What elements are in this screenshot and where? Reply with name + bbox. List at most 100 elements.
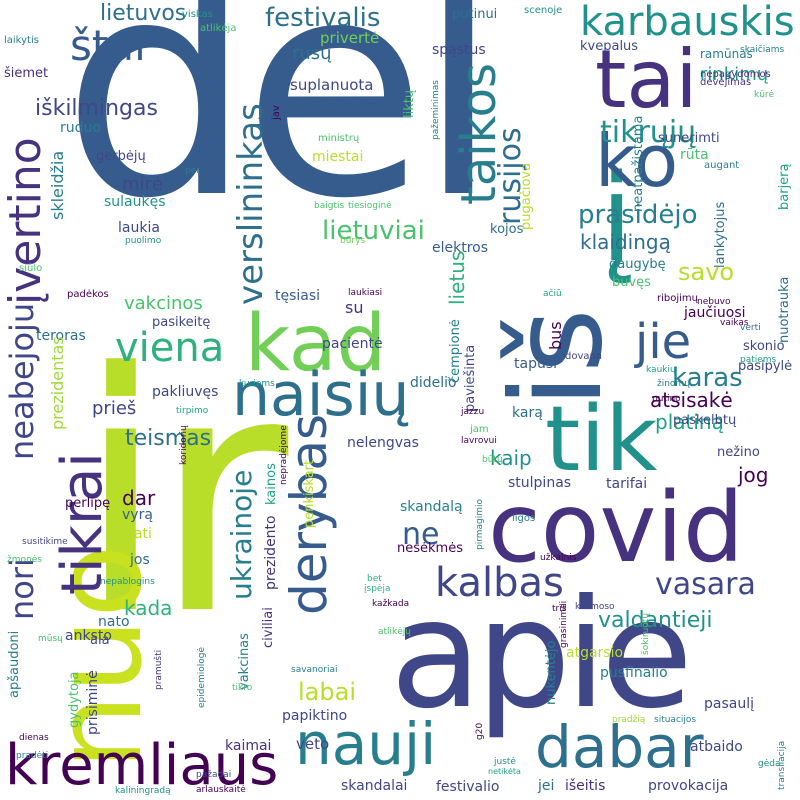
word: tirpimo	[176, 406, 209, 416]
word: ligos	[512, 513, 536, 524]
word: verti	[740, 323, 761, 333]
word: arlauskaitė	[196, 785, 246, 795]
word: gerbėjų	[96, 149, 146, 164]
word: atsisakė	[650, 388, 733, 412]
word: lavrovui	[461, 436, 497, 446]
word: nauji	[295, 710, 437, 778]
word: kosmoso	[575, 602, 615, 612]
word: paskelbtų	[673, 413, 737, 428]
word: ko	[595, 119, 679, 203]
word: dėvėjimas	[700, 77, 752, 88]
word: dar	[122, 486, 156, 510]
word: vyrą	[122, 507, 153, 523]
word: kad	[245, 299, 387, 389]
word: ramūnas	[700, 47, 753, 61]
word: festivalis	[265, 3, 381, 33]
word: barjerą	[777, 163, 792, 210]
word: išeitis	[565, 778, 606, 794]
word: tiesioginė	[348, 201, 392, 211]
word: perlipę	[65, 496, 111, 511]
word: kaip	[490, 446, 532, 470]
word: būtų	[482, 455, 503, 465]
word: skleidžia	[48, 150, 67, 220]
word: miestai	[312, 149, 364, 165]
word: viena	[115, 325, 225, 371]
word: epidemiologė	[197, 646, 207, 708]
word: skaičiams	[740, 45, 785, 55]
word: prieš	[92, 398, 137, 419]
word: mūsų	[38, 634, 63, 644]
word: prezidentas	[48, 336, 67, 430]
word: pirmagimio	[475, 498, 485, 550]
word: jie	[635, 314, 692, 370]
word: iškilmingas	[35, 96, 158, 121]
word: rinkimų	[700, 64, 769, 85]
word: bus	[546, 321, 565, 350]
word: laukia	[118, 220, 160, 236]
word: stulpinas	[508, 475, 572, 491]
word: savo	[678, 258, 735, 286]
word: augant	[704, 160, 740, 171]
word: valdantieji	[598, 608, 713, 633]
word: ir	[75, 303, 288, 687]
word: rusų	[292, 43, 332, 64]
word: kūrė	[754, 90, 775, 100]
word: putino	[652, 394, 681, 404]
word: skandalą	[400, 499, 463, 515]
word: privertė	[320, 29, 380, 47]
word: kvepalus	[580, 39, 639, 54]
word: būrys	[340, 236, 366, 246]
word: jazzu	[461, 407, 485, 417]
word: justė	[494, 757, 516, 767]
word: nukentėjo	[544, 640, 559, 705]
word: putinui	[452, 7, 498, 22]
word: pažeminimas	[431, 80, 441, 140]
word: šokiruotų	[641, 612, 651, 655]
word: jog	[738, 463, 769, 487]
word: laikytis	[4, 35, 39, 46]
word: grasinimai	[559, 600, 569, 648]
word: tik	[545, 387, 658, 492]
word: didelio	[410, 375, 457, 391]
word: pasaulį	[704, 696, 754, 712]
word: ala	[90, 633, 110, 648]
word: atgarsio	[566, 645, 624, 661]
word: jam	[470, 424, 489, 435]
word: buvęs	[612, 275, 651, 290]
word: kuriems	[239, 379, 275, 389]
word: nuotrauka	[777, 276, 792, 343]
word: pasikeitę	[152, 315, 211, 330]
word: pugačiova	[519, 162, 534, 230]
word: nepradėjome	[279, 425, 289, 485]
word: baigtis	[314, 201, 345, 211]
word: vaikas	[720, 318, 749, 328]
word: atbaido	[690, 739, 743, 755]
word: g20	[475, 722, 485, 740]
word: įspėja	[364, 584, 391, 594]
word: pramušti	[154, 649, 164, 690]
word: trīs	[552, 604, 567, 614]
word: įvertino	[0, 137, 51, 305]
word: bet	[367, 574, 382, 584]
word: jav	[271, 105, 282, 120]
word: daugybę	[609, 257, 666, 272]
word: scenoje	[524, 5, 563, 16]
word: netikėta	[488, 767, 521, 776]
word: dėl	[62, 0, 500, 264]
word: prasidėjo	[578, 200, 698, 230]
word: kaliningradą	[115, 786, 171, 796]
word: koridorių	[179, 425, 189, 465]
word: rūta	[680, 147, 709, 163]
word: susitikime	[22, 537, 68, 547]
word: atlikėjų	[378, 627, 411, 637]
word: kainos	[264, 463, 279, 505]
word: pusfinalio	[600, 665, 668, 681]
word: gydytoja	[67, 671, 82, 728]
word: atlikėja	[200, 23, 237, 34]
word: štai	[70, 21, 146, 70]
word: skonio	[743, 339, 785, 354]
word: nori	[3, 558, 41, 620]
word: platiną	[655, 410, 724, 434]
word: puolimo	[125, 236, 162, 246]
